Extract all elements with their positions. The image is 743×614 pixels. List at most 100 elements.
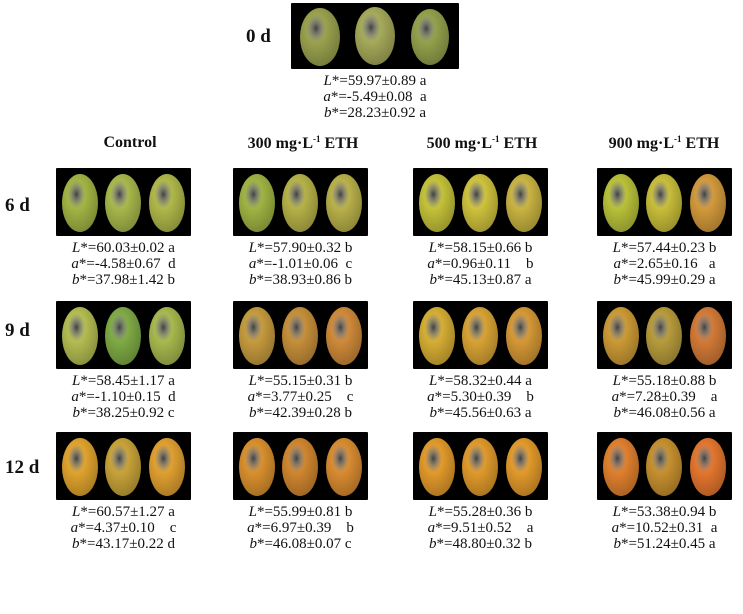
column-header-300: 300 mg·L-1 ETH — [247, 134, 359, 152]
mango-group — [239, 438, 362, 496]
mango-group — [300, 7, 449, 66]
a-value: a*=4.37±0.10 c — [70, 520, 177, 536]
mango-fruit — [506, 307, 542, 365]
mango-photo-0d — [291, 3, 459, 69]
mango-fruit — [603, 174, 639, 232]
b-value: b*=28.23±0.92 a — [323, 105, 427, 121]
mango-photo — [597, 168, 732, 236]
stats-block: L*=57.90±0.32 b a*=-1.01±0.06 c b*=38.93±0… — [225, 240, 376, 288]
mango-group — [603, 307, 726, 365]
l-value: L*=59.97±0.89 a — [323, 73, 427, 89]
mango-fruit — [282, 307, 318, 365]
mango-fruit — [690, 174, 726, 232]
mango-fruit — [62, 174, 98, 232]
b-value: b*=38.25±0.92 c — [72, 405, 175, 421]
mango-fruit — [646, 307, 682, 365]
a-value: a*=-1.10±0.15 d — [71, 389, 176, 405]
mango-fruit — [239, 438, 275, 496]
a-value: a*=5.30±0.39 b — [427, 389, 534, 405]
mango-fruit — [326, 174, 362, 232]
stats-block: L*=58.32±0.44 a a*=5.30±0.39 b b*=45.56±0.… — [405, 373, 556, 421]
b-value: b*=43.17±0.22 d — [72, 536, 175, 552]
l-value: L*=53.38±0.94 b — [612, 504, 717, 520]
a-value: a*=-4.58±0.67 d — [71, 256, 176, 272]
mango-fruit — [646, 174, 682, 232]
mango-group — [62, 307, 185, 365]
l-value: L*=60.03±0.02 a — [72, 240, 175, 256]
a-value: a*=-5.49±0.08 a — [323, 89, 427, 105]
a-value: a*=9.51±0.52 a — [427, 520, 534, 536]
b-value: b*=42.39±0.28 b — [249, 405, 352, 421]
l-value: L*=60.57±1.27 a — [72, 504, 175, 520]
row-label-0d: 0 d — [246, 26, 271, 47]
a-value: a*=3.77±0.25 c — [247, 389, 354, 405]
row-label-9d: 9 d — [5, 320, 30, 341]
mango-fruit — [105, 307, 141, 365]
row-label-12d: 12 d — [5, 457, 40, 478]
b-value: b*=51.24±0.45 a — [613, 536, 716, 552]
l-value: L*=58.15±0.66 b — [428, 240, 533, 256]
mango-fruit — [646, 438, 682, 496]
mango-photo — [233, 168, 368, 236]
mango-fruit — [282, 174, 318, 232]
mango-fruit — [239, 174, 275, 232]
mango-fruit — [239, 307, 275, 365]
mango-fruit — [462, 174, 498, 232]
b-value: b*=37.98±1.42 b — [72, 272, 175, 288]
mango-fruit — [149, 307, 185, 365]
b-value: b*=45.56±0.63 a — [429, 405, 532, 421]
mango-fruit — [105, 174, 141, 232]
mango-photo — [56, 301, 191, 369]
a-value: a*=2.65±0.16 a — [613, 256, 716, 272]
mango-fruit — [690, 307, 726, 365]
mango-fruit — [62, 307, 98, 365]
mango-group — [239, 174, 362, 232]
column-header-500: 500 mg·L-1 ETH — [426, 134, 538, 152]
mango-group — [239, 307, 362, 365]
b-value: b*=46.08±0.56 a — [613, 405, 716, 421]
stats-block: L*=55.15±0.31 b a*=3.77±0.25 c b*=42.39±0.… — [225, 373, 376, 421]
mango-photo — [56, 432, 191, 500]
stats-block: L*=55.18±0.88 b a*=7.28±0.39 a b*=46.08±0.… — [589, 373, 740, 421]
mango-group — [603, 174, 726, 232]
mango-fruit — [419, 174, 455, 232]
mango-fruit — [300, 8, 340, 66]
a-value: a*=10.52±0.31 a — [611, 520, 718, 536]
mango-fruit — [603, 438, 639, 496]
column-header-control: Control — [103, 134, 157, 151]
a-value: a*=-1.01±0.06 c — [248, 256, 353, 272]
l-value: L*=57.44±0.23 b — [612, 240, 717, 256]
stats-block: L*=55.99±0.81 b a*=6.97±0.39 b b*=46.08±0.… — [225, 504, 376, 552]
b-value: b*=45.13±0.87 a — [429, 272, 532, 288]
l-value: L*=57.90±0.32 b — [248, 240, 353, 256]
b-value: b*=45.99±0.29 a — [613, 272, 716, 288]
mango-fruit — [355, 7, 395, 65]
mango-fruit — [282, 438, 318, 496]
mango-fruit — [149, 174, 185, 232]
l-value: L*=58.45±1.17 a — [72, 373, 175, 389]
mango-photo — [597, 432, 732, 500]
mango-group — [603, 438, 726, 496]
l-value: L*=55.28±0.36 b — [428, 504, 533, 520]
mango-group — [419, 174, 542, 232]
mango-fruit — [326, 438, 362, 496]
b-value: b*=46.08±0.07 c — [249, 536, 352, 552]
mango-fruit — [690, 438, 726, 496]
mango-fruit — [506, 174, 542, 232]
mango-fruit — [105, 438, 141, 496]
l-value: L*=55.15±0.31 b — [248, 373, 353, 389]
row-label-6d: 6 d — [5, 195, 30, 216]
mango-group — [62, 174, 185, 232]
mango-fruit — [411, 9, 449, 65]
mango-fruit — [462, 307, 498, 365]
mango-photo — [597, 301, 732, 369]
mango-group — [419, 307, 542, 365]
stats-block: L*=53.38±0.94 b a*=10.52±0.31 a b*=51.24±0… — [589, 504, 740, 552]
mango-fruit — [603, 307, 639, 365]
stats-block: L*=57.44±0.23 b a*=2.65±0.16 a b*=45.99±0.… — [589, 240, 740, 288]
a-value: a*=6.97±0.39 b — [247, 520, 354, 536]
mango-fruit — [506, 438, 542, 496]
mango-photo — [413, 432, 548, 500]
mango-photo — [233, 432, 368, 500]
mango-group — [419, 438, 542, 496]
